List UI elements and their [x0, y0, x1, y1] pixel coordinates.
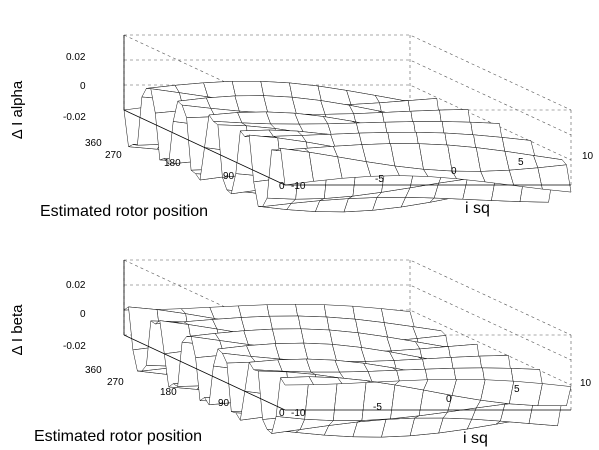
beta-ytick-1: -5 [373, 402, 382, 413]
plot-alpha: 0.02 0 -0.02 360 270 180 90 0 -10 -5 0 5… [9, 34, 594, 220]
alpha-ztick-2: -0.02 [63, 112, 86, 123]
alpha-xtick-1: 270 [105, 150, 122, 161]
alpha-ytick-0: -10 [291, 181, 306, 192]
alpha-z-label: Δ I alpha [9, 80, 26, 139]
alpha-ytick-1: -5 [375, 174, 384, 185]
alpha-ztick-1: 0 [80, 81, 86, 92]
alpha-xtick-0: 360 [85, 138, 102, 149]
beta-x-label: Estimated rotor position [34, 428, 202, 445]
beta-ytick-0: -10 [291, 408, 306, 419]
surface-patch [308, 376, 343, 385]
beta-z-label: Δ I beta [9, 304, 26, 356]
surface-patch [237, 111, 271, 125]
alpha-xtick-2: 180 [164, 158, 181, 169]
surface-patch [234, 95, 269, 114]
beta-ztick-2: -0.02 [63, 341, 86, 352]
beta-ytick-3: 5 [514, 384, 520, 395]
beta-x-axis [123, 334, 286, 411]
alpha-axes [123, 35, 571, 186]
alpha-y-label: i sq [465, 200, 490, 217]
alpha-x-axis [123, 109, 286, 186]
beta-ytick-4: 10 [580, 378, 592, 389]
surface-patch [274, 342, 309, 362]
surface-patch [537, 164, 572, 193]
surface-patch [381, 417, 415, 438]
beta-surface-mesh [123, 304, 572, 438]
surface-patch [390, 384, 424, 420]
surface-patch [537, 383, 572, 406]
surface-patch [418, 143, 453, 172]
alpha-x-label: Estimated rotor position [40, 203, 208, 220]
beta-xtick-4: 0 [279, 408, 285, 419]
surface-patch [277, 358, 312, 373]
surface-patch [306, 358, 340, 373]
beta-ytick-2: 0 [446, 394, 452, 405]
surface-patch [409, 417, 444, 437]
surface-patch [343, 197, 378, 213]
alpha-ztick-0: 0.02 [66, 52, 86, 63]
surface-patch [372, 197, 406, 211]
surface-patch [346, 90, 381, 105]
alpha-ytick-2: 0 [451, 166, 457, 177]
alpha-xtick-4: 0 [279, 181, 285, 192]
beta-ztick-1: 0 [80, 309, 86, 320]
beta-xtick-2: 180 [160, 387, 177, 398]
alpha-xtick-3: 90 [223, 171, 235, 182]
surface-patch [280, 376, 315, 386]
surface-patch [475, 147, 510, 172]
surface-patch [390, 143, 424, 170]
beta-axes [123, 260, 571, 411]
plot-beta: 0.02 0 -0.02 360 270 180 90 0 -10 -5 0 5… [9, 259, 592, 447]
beta-xtick-1: 270 [107, 377, 124, 388]
beta-ztick-0: 0.02 [66, 280, 86, 291]
alpha-ytick-4: 10 [582, 151, 594, 162]
beta-xtick-3: 90 [218, 398, 230, 409]
alpha-surface-mesh [123, 81, 572, 213]
surface-patch [480, 379, 515, 405]
surface-patch [361, 380, 396, 421]
surface-patch [263, 95, 297, 115]
alpha-ytick-3: 5 [518, 157, 524, 168]
surface-patch [333, 377, 367, 421]
surface-patch [400, 197, 435, 208]
beta-xtick-0: 360 [85, 365, 102, 376]
surface-patch [280, 148, 314, 186]
surface-patch [265, 111, 300, 125]
beta-y-label: i sq [463, 430, 488, 447]
